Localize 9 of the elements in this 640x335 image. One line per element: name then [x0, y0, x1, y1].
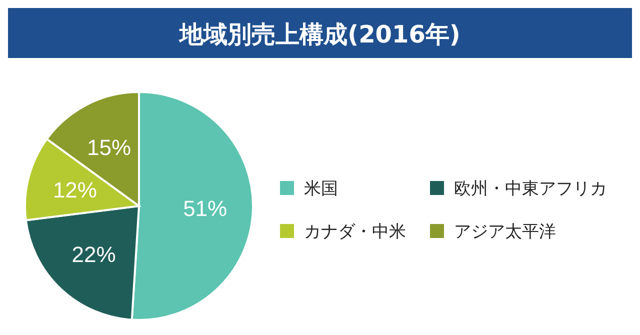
legend-label: 欧州・中東アフリカ — [454, 178, 607, 199]
data-label: 15% — [86, 134, 132, 160]
data-label: 51% — [183, 196, 228, 221]
legend-label: 米国 — [304, 178, 338, 199]
chart-title: 地域別売上構成(2016年) — [178, 20, 460, 48]
legend-label: カナダ・中米 — [304, 222, 406, 242]
data-label: 22% — [72, 242, 116, 267]
legend-label: アジア太平洋 — [454, 222, 556, 242]
data-label: 12% — [52, 177, 97, 202]
